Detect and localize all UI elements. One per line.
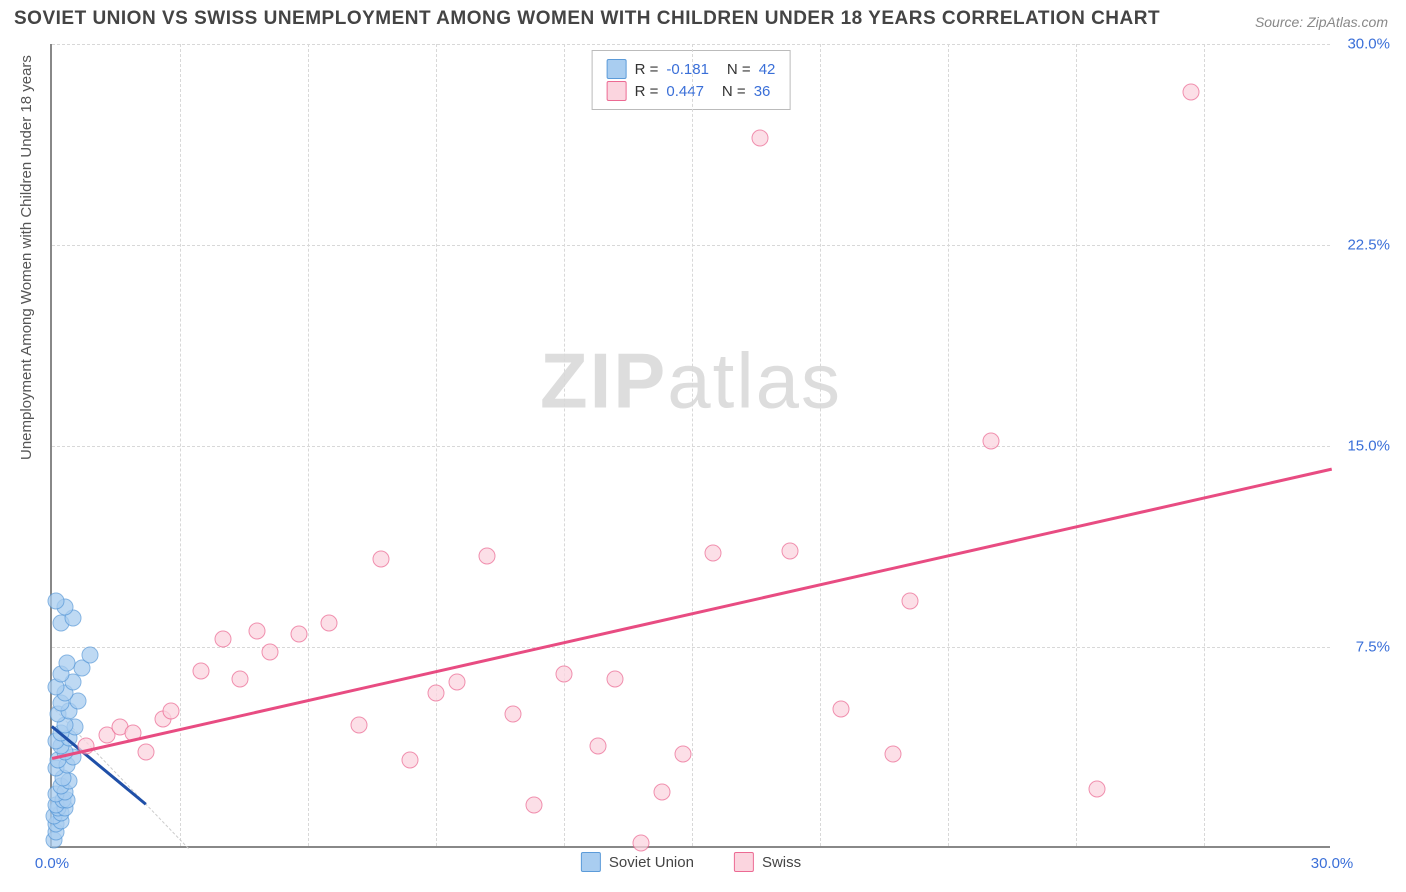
data-point-soviet	[48, 593, 65, 610]
data-point-swiss	[675, 746, 692, 763]
gridline-h	[52, 446, 1330, 447]
data-point-swiss	[526, 797, 543, 814]
gridline-v	[180, 44, 181, 846]
data-point-swiss	[782, 542, 799, 559]
gridline-v	[1076, 44, 1077, 846]
data-point-swiss	[901, 593, 918, 610]
legend-swatch-pink	[734, 852, 754, 872]
gridline-v	[948, 44, 949, 846]
data-point-swiss	[372, 550, 389, 567]
data-point-swiss	[214, 630, 231, 647]
y-axis-label: Unemployment Among Women with Children U…	[18, 55, 35, 460]
series-legend: Soviet Union Swiss	[581, 852, 801, 872]
legend-swatch-pink	[607, 81, 627, 101]
gridline-h	[52, 245, 1330, 246]
gridline-v	[436, 44, 437, 846]
data-point-swiss	[607, 671, 624, 688]
y-tick-label: 7.5%	[1356, 639, 1390, 656]
data-point-swiss	[351, 716, 368, 733]
gridline-v	[308, 44, 309, 846]
data-point-swiss	[590, 738, 607, 755]
gridline-h	[52, 647, 1330, 648]
data-point-soviet	[58, 655, 75, 672]
data-point-swiss	[654, 783, 671, 800]
data-point-swiss	[982, 432, 999, 449]
legend-item-soviet: Soviet Union	[581, 852, 694, 872]
data-point-swiss	[752, 129, 769, 146]
y-tick-label: 15.0%	[1347, 438, 1390, 455]
data-point-swiss	[479, 547, 496, 564]
gridline-v	[564, 44, 565, 846]
data-point-swiss	[428, 684, 445, 701]
data-point-swiss	[402, 751, 419, 768]
data-point-swiss	[163, 703, 180, 720]
gridline-h	[52, 44, 1330, 45]
chart-title: SOVIET UNION VS SWISS UNEMPLOYMENT AMONG…	[14, 8, 1160, 30]
data-point-swiss	[504, 706, 521, 723]
data-point-swiss	[231, 671, 248, 688]
y-tick-label: 30.0%	[1347, 36, 1390, 53]
data-point-swiss	[1089, 781, 1106, 798]
gridline-v	[820, 44, 821, 846]
data-point-swiss	[1183, 84, 1200, 101]
data-point-soviet	[82, 647, 99, 664]
data-point-swiss	[261, 644, 278, 661]
source-attribution: Source: ZipAtlas.com	[1255, 14, 1388, 30]
legend-swatch-blue	[607, 59, 627, 79]
x-tick-label: 30.0%	[1311, 855, 1354, 872]
data-point-swiss	[291, 625, 308, 642]
legend-row-soviet: R = -0.181 N = 42	[607, 59, 776, 79]
legend-item-swiss: Swiss	[734, 852, 801, 872]
data-point-swiss	[321, 614, 338, 631]
data-point-swiss	[248, 622, 265, 639]
data-point-swiss	[556, 665, 573, 682]
data-point-swiss	[137, 743, 154, 760]
correlation-legend: R = -0.181 N = 42 R = 0.447 N = 36	[592, 50, 791, 110]
gridline-v	[1204, 44, 1205, 846]
watermark: ZIPatlas	[540, 335, 842, 426]
data-point-swiss	[449, 673, 466, 690]
data-point-swiss	[884, 746, 901, 763]
data-point-swiss	[705, 545, 722, 562]
data-point-swiss	[193, 663, 210, 680]
data-point-swiss	[632, 834, 649, 851]
legend-swatch-blue	[581, 852, 601, 872]
legend-row-swiss: R = 0.447 N = 36	[607, 81, 776, 101]
x-tick-label: 0.0%	[35, 855, 69, 872]
data-point-swiss	[833, 700, 850, 717]
gridline-v	[692, 44, 693, 846]
y-tick-label: 22.5%	[1347, 237, 1390, 254]
plot-area: ZIPatlas R = -0.181 N = 42 R = 0.447 N =…	[50, 44, 1330, 848]
